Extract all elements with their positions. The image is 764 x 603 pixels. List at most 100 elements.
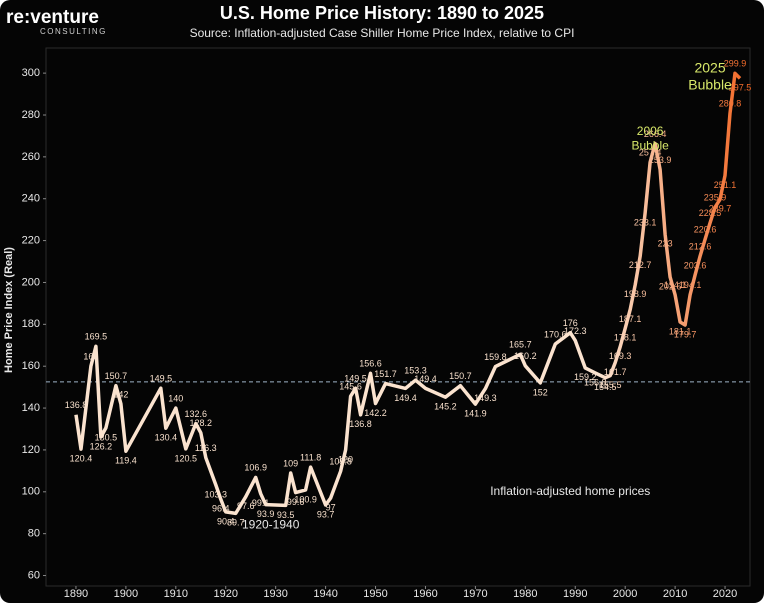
data-label: 194.1 <box>664 280 687 290</box>
x-tick-label: 1960 <box>413 588 437 600</box>
data-label: 126.2 <box>90 441 113 451</box>
data-label: 299.9 <box>724 59 747 69</box>
data-label: 106.9 <box>244 463 267 473</box>
data-label: 132.6 <box>185 409 208 419</box>
data-label: 172.3 <box>564 326 587 336</box>
data-label: 297.5 <box>729 83 752 93</box>
data-label: 120 <box>338 454 353 464</box>
y-axis-label: Home Price Index (Real) <box>3 247 15 373</box>
data-label: 156.6 <box>359 359 382 369</box>
data-label: 96.4 <box>212 504 230 514</box>
data-label: 136.8 <box>65 400 88 410</box>
data-label: 160.2 <box>514 351 537 361</box>
data-label: 153.3 <box>404 366 427 376</box>
data-label: 198.9 <box>624 289 647 299</box>
data-label: 97.6 <box>237 501 255 511</box>
x-tick-label: 1990 <box>563 588 587 600</box>
data-label: 120.5 <box>175 453 198 463</box>
data-label: 141.9 <box>464 408 487 418</box>
chart-title: U.S. Home Price History: 1890 to 2025 <box>220 3 544 23</box>
data-label: 169.5 <box>85 332 108 342</box>
data-label: 212.7 <box>629 260 652 270</box>
data-label: 152 <box>533 387 548 397</box>
data-label: 159.8 <box>484 352 507 362</box>
data-label: 251.1 <box>714 180 737 190</box>
plot-frame <box>45 47 751 587</box>
data-label: 203.6 <box>684 260 707 270</box>
data-label: 176 <box>563 318 578 328</box>
data-label: 109.8 <box>329 457 352 467</box>
x-tick-label: 1940 <box>313 588 337 600</box>
annotation: 2006 <box>637 124 664 138</box>
data-label: 165.7 <box>509 340 532 350</box>
x-tick-label: 1950 <box>363 588 387 600</box>
data-label: 194.1 <box>679 280 702 290</box>
data-label: 169.3 <box>609 351 632 361</box>
y-tick-label: 80 <box>28 528 40 540</box>
logo-sub: CONSULTING <box>40 27 107 36</box>
data-label: 160 <box>83 352 98 362</box>
data-label: 90.4 <box>217 516 235 526</box>
annotation: Bubble <box>631 139 669 153</box>
data-label: 150.7 <box>449 371 472 381</box>
data-label: 111.8 <box>300 452 321 462</box>
data-label: 149.4 <box>414 374 437 384</box>
data-label: 149.3 <box>474 393 497 403</box>
y-tick-label: 60 <box>28 569 40 581</box>
data-label: 149.4 <box>394 393 417 403</box>
data-label: 235.9 <box>704 193 727 203</box>
data-label: 156.8 <box>584 377 607 387</box>
y-tick-label: 240 <box>22 193 40 205</box>
y-tick-label: 180 <box>22 318 40 330</box>
y-tick-label: 260 <box>22 151 40 163</box>
chart-subtitle: Source: Inflation-adjusted Case Shiller … <box>190 26 575 40</box>
logo: re:venture <box>6 7 99 28</box>
data-label: 100.9 <box>294 494 317 504</box>
data-label: 150.7 <box>105 371 128 381</box>
annotation: Inflation-adjusted home prices <box>490 484 650 498</box>
annotation: Bubble <box>688 76 732 92</box>
y-tick-label: 220 <box>22 234 40 246</box>
data-label: 223 <box>658 239 673 249</box>
x-tick-label: 2010 <box>663 588 687 600</box>
data-label: 266.4 <box>644 129 667 139</box>
y-tick-label: 200 <box>22 276 40 288</box>
data-label: 212.6 <box>689 241 712 251</box>
data-label: 130.5 <box>95 432 118 442</box>
data-label: 179.7 <box>674 329 697 339</box>
x-tick-label: 1890 <box>64 588 88 600</box>
data-label: 136.8 <box>349 419 372 429</box>
x-tick-label: 1920 <box>214 588 238 600</box>
data-label: 228.5 <box>699 208 722 218</box>
data-label: 187.1 <box>619 314 642 324</box>
y-tick-label: 100 <box>22 486 40 498</box>
y-tick-label: 120 <box>22 444 40 456</box>
data-label: 149.5 <box>150 374 173 384</box>
data-label: 178.1 <box>614 333 637 343</box>
data-label: 120.4 <box>70 453 93 463</box>
data-label: 280.8 <box>719 99 742 109</box>
data-label: 97 <box>326 502 336 512</box>
data-label: 89.7 <box>227 518 245 528</box>
data-label: 159.2 <box>574 372 597 382</box>
data-label: 99.1 <box>252 498 270 508</box>
data-label: 149.5 <box>344 374 367 384</box>
data-label: 154.5 <box>594 382 617 392</box>
data-label: 253.9 <box>649 155 672 165</box>
y-tick-label: 300 <box>22 67 40 79</box>
data-label: 151.7 <box>374 369 397 379</box>
x-tick-label: 2000 <box>613 588 637 600</box>
x-tick-label: 1910 <box>164 588 188 600</box>
data-label: 93.5 <box>277 510 295 520</box>
y-tick-label: 140 <box>22 402 40 414</box>
data-label: 128.2 <box>190 418 213 428</box>
x-tick-label: 1970 <box>463 588 487 600</box>
x-tick-label: 1900 <box>114 588 138 600</box>
data-label: 116.3 <box>195 443 217 453</box>
data-label: 109 <box>283 458 298 468</box>
data-label: 99.6 <box>287 497 305 507</box>
x-tick-label: 1980 <box>513 588 537 600</box>
x-tick-label: 2020 <box>713 588 737 600</box>
